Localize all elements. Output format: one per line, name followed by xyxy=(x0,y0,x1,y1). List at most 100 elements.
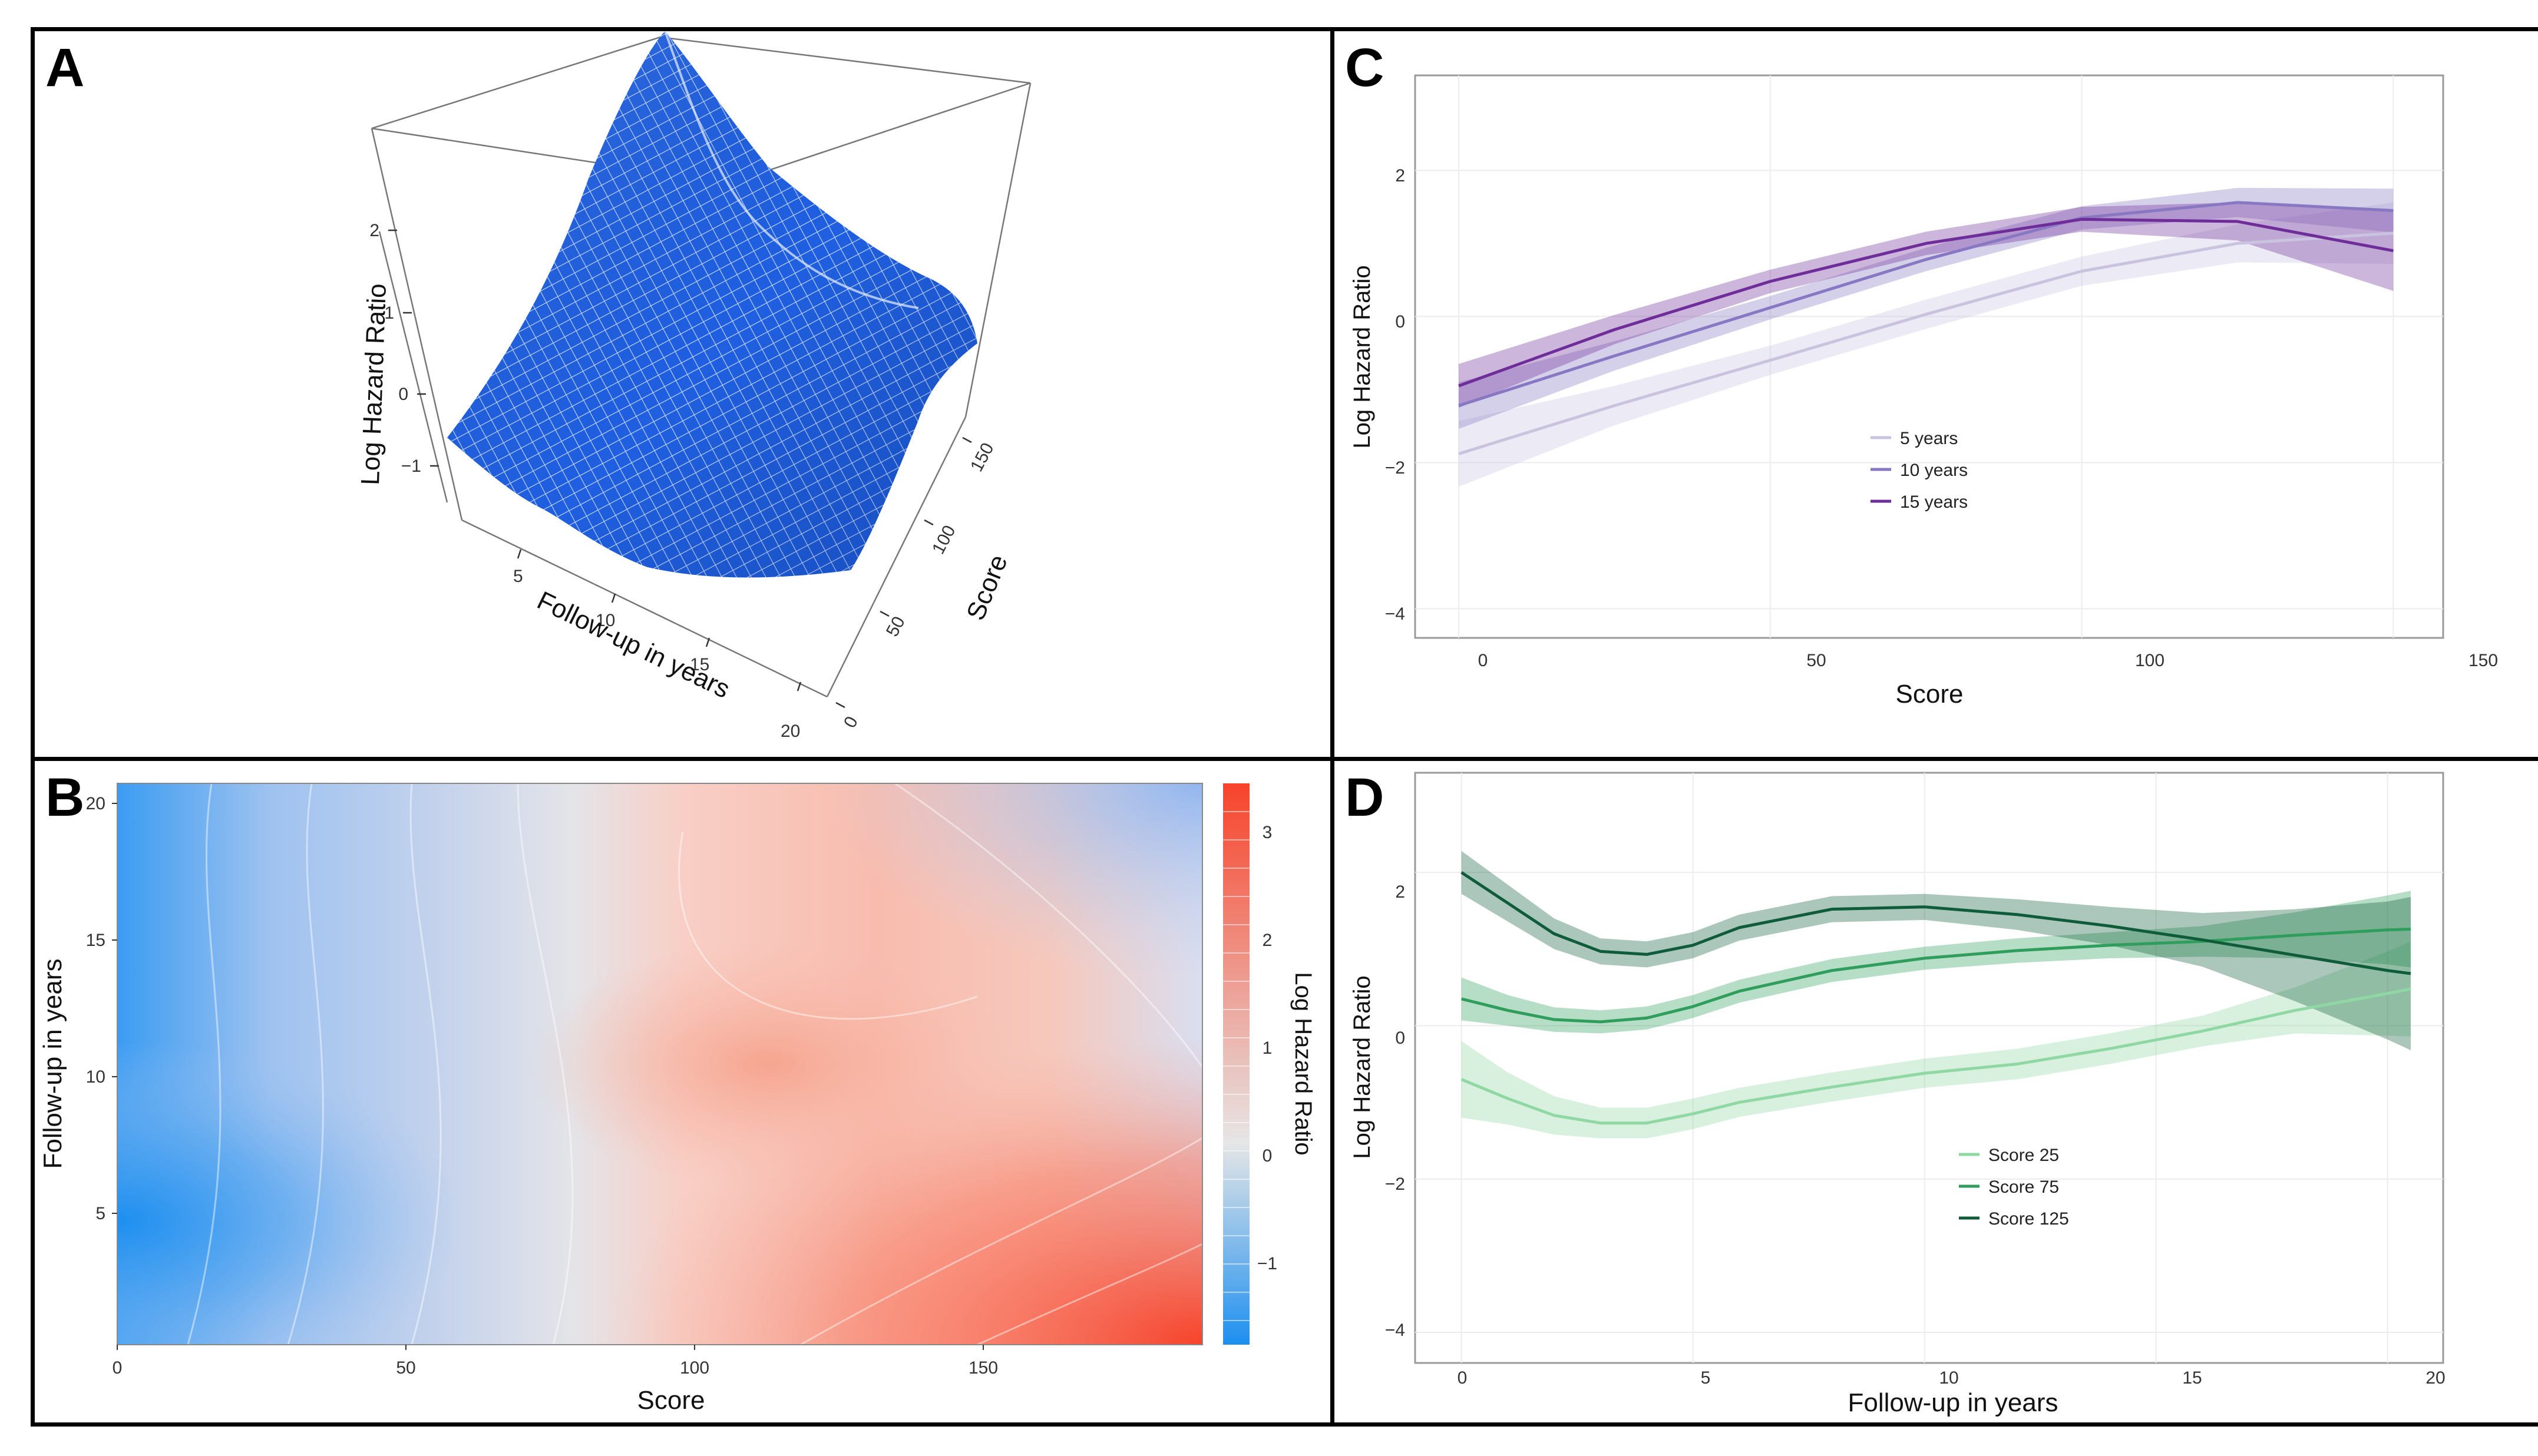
series-lines-d xyxy=(1460,871,2411,1125)
y-axis-title-d: Log Hazard Ratio xyxy=(1349,975,1375,1159)
y-tick-label: −4 xyxy=(1385,604,1405,624)
y-axis-title-b: Follow-up in years xyxy=(38,958,67,1169)
x-tick-label: 50 xyxy=(396,1358,415,1378)
z-tick-label: −1 xyxy=(401,456,421,476)
panel-label-d: D xyxy=(1345,767,1384,828)
surface-bounding-box xyxy=(371,36,1032,698)
legend-label: Score 75 xyxy=(1988,1177,2059,1197)
x-tick-label: 100 xyxy=(680,1358,709,1378)
legend-label: Score 25 xyxy=(1988,1146,2059,1165)
y-axis-b xyxy=(112,803,117,1214)
y-tick-label: 2 xyxy=(1395,882,1405,902)
panel-label-a: A xyxy=(45,38,85,98)
x-tick-label: 0 xyxy=(113,1358,123,1378)
y-tick-label: 5 xyxy=(95,1204,105,1223)
y-axis-title-c: Log Hazard Ratio xyxy=(1349,265,1375,448)
y-tick-label: 0 xyxy=(840,713,862,731)
x-tick-label: 150 xyxy=(2468,651,2498,670)
x-axis-title-d: Follow-up in years xyxy=(1848,1388,2058,1417)
x-tick-label: 10 xyxy=(1939,1368,1958,1388)
plot-area-d xyxy=(1414,772,2444,1364)
legend-c: 5 years 10 years 15 years xyxy=(1871,429,1968,512)
x-axis-title-b: Score xyxy=(637,1386,705,1415)
x-tick-label: 5 xyxy=(1701,1368,1711,1388)
colorbar-bands xyxy=(1223,811,1250,1321)
colorbar-tick-label: 3 xyxy=(1263,823,1273,842)
ci-band xyxy=(1459,188,2394,429)
colorbar-tick-label: 2 xyxy=(1263,931,1273,950)
y-tick-label: 10 xyxy=(86,1067,105,1087)
x-tick-label: 20 xyxy=(781,722,800,741)
ci-bands-d xyxy=(1461,851,2411,1139)
legend-d: Score 25 Score 75 Score 125 xyxy=(1959,1146,2069,1229)
x-tick-label: 10 xyxy=(596,611,615,630)
x-tick-label: 20 xyxy=(2425,1368,2445,1388)
panel-a: 2 1 0 −1 Log Hazard Ratio 5 10 15 20 Fol… xyxy=(31,27,1339,765)
y-tick-label: 15 xyxy=(86,931,105,950)
panel-d: 0 5 10 15 20 2 0 −2 −4 Follow-up in year… xyxy=(1330,757,2538,1427)
y-axis-a xyxy=(835,436,972,709)
legend-label: 5 years xyxy=(1900,429,1958,448)
surface-plot-a: 2 1 0 −1 Log Hazard Ratio 5 10 15 20 Fol… xyxy=(356,31,1032,741)
colorbar xyxy=(1223,783,1250,1345)
z-axis-a xyxy=(378,229,448,503)
y-tick-label: 100 xyxy=(928,522,960,558)
series-line xyxy=(1458,217,2394,388)
heatmap-field xyxy=(117,783,1202,1345)
ci-band xyxy=(1461,941,2411,1139)
legend-label: 10 years xyxy=(1900,461,1968,480)
colorbar-tick-label: 1 xyxy=(1263,1038,1273,1058)
x-tick-label: 15 xyxy=(690,655,709,674)
x-tick-label: 0 xyxy=(1478,651,1488,670)
series-line xyxy=(1458,201,2394,407)
panel-c: 0 50 100 150 2 0 −2 −4 Score Log Hazard … xyxy=(1330,27,2538,765)
y-tick-label: 2 xyxy=(1395,166,1405,186)
y-tick-label: 20 xyxy=(86,794,105,813)
x-tick-label: 0 xyxy=(1458,1368,1468,1388)
y-axis-title-a: Score xyxy=(961,551,1013,624)
x-tick-label: 50 xyxy=(1806,651,1826,670)
legend-label: Score 125 xyxy=(1988,1209,2069,1229)
ci-band xyxy=(1461,851,2411,1051)
heatmap-b: 0 50 100 150 5 10 15 20 Score Follow-up … xyxy=(38,783,1316,1415)
heatmap-frame xyxy=(117,783,1203,1345)
panel-label-c: C xyxy=(1345,38,1384,98)
series-line xyxy=(1461,927,2411,1024)
y-tick-label: −4 xyxy=(1385,1321,1405,1340)
x-tick-label: 100 xyxy=(2135,651,2164,670)
line-chart-c: 0 50 100 150 2 0 −2 −4 Score Log Hazard … xyxy=(1349,74,2498,709)
series-line xyxy=(1460,871,2411,975)
colorbar-tick-label: 0 xyxy=(1263,1146,1273,1166)
colorbar-title: Log Hazard Ratio xyxy=(1290,972,1316,1155)
ci-band xyxy=(1461,891,2411,1034)
plot-area-c xyxy=(1414,74,2444,639)
line-chart-d: 0 5 10 15 20 2 0 −2 −4 Follow-up in year… xyxy=(1349,772,2446,1417)
surface-mesh xyxy=(447,31,977,578)
x-axis-a xyxy=(517,549,802,691)
x-axis-b xyxy=(117,1345,984,1350)
ci-band xyxy=(1459,202,2394,487)
legend-label: 15 years xyxy=(1900,492,1968,512)
panel-b: 0 50 100 150 5 10 15 20 Score Follow-up … xyxy=(31,757,1339,1427)
z-tick-label: 1 xyxy=(384,303,394,323)
y-tick-label: 0 xyxy=(1395,312,1405,332)
z-axis-title-a: Log Hazard Ratio xyxy=(356,283,392,486)
colorbar-tick-label: −1 xyxy=(1257,1254,1277,1273)
series-line xyxy=(1458,231,2394,455)
series-line xyxy=(1460,987,2411,1125)
y-tick-label: 50 xyxy=(883,613,909,640)
grid-c xyxy=(1415,75,2443,638)
panel-label-b: B xyxy=(45,767,85,828)
y-tick-label: 150 xyxy=(967,440,998,475)
z-tick-label: 2 xyxy=(369,221,379,240)
x-tick-label: 5 xyxy=(513,567,523,586)
z-tick-label: 0 xyxy=(398,385,408,404)
y-tick-label: −2 xyxy=(1385,1174,1405,1194)
x-tick-label: 15 xyxy=(2182,1368,2202,1388)
y-tick-label: 0 xyxy=(1395,1028,1405,1048)
x-tick-label: 150 xyxy=(969,1358,998,1378)
x-axis-title-c: Score xyxy=(1896,680,1964,709)
y-tick-label: −2 xyxy=(1385,458,1405,478)
grid-d xyxy=(1415,773,2443,1363)
series-lines-c xyxy=(1458,201,2394,455)
